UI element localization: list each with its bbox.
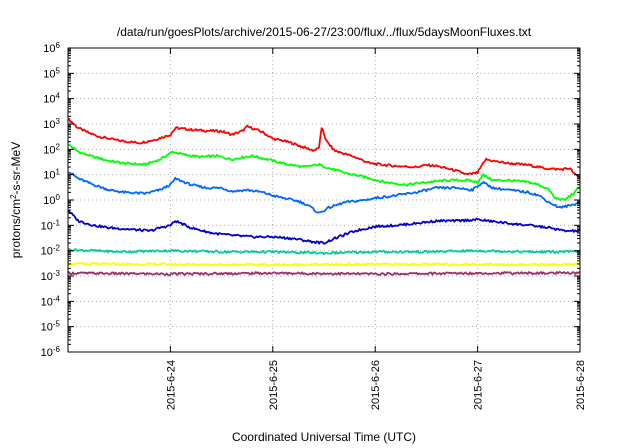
y-tick-label-exp: 3 xyxy=(56,117,61,126)
chart-title: /data/run/goesPlots/archive/2015-06-27/2… xyxy=(117,25,532,39)
y-tick-label-exp: -6 xyxy=(53,345,61,354)
y-tick-label-exp: 4 xyxy=(56,91,61,100)
y-tick-label-base: 10 xyxy=(43,119,55,131)
x-tick-label: 2015-6-24 xyxy=(165,360,177,410)
y-tick-label-base: 10 xyxy=(43,43,55,55)
y-tick-label: 10-6 xyxy=(41,345,61,360)
y-tick-label-exp: -4 xyxy=(53,294,61,303)
y-tick-label-base: 10 xyxy=(43,144,55,156)
y-tick-label: 10-3 xyxy=(41,269,61,284)
y-tick-label-base: 10 xyxy=(43,94,55,106)
y-tick-label-exp: 2 xyxy=(56,142,61,151)
y-tick-label: 10-5 xyxy=(41,319,61,334)
y-tick-label-base: 10 xyxy=(41,296,53,308)
y-tick-label: 102 xyxy=(43,142,60,157)
y-tick-label: 104 xyxy=(43,91,60,106)
x-axis-label: Coordinated Universal Time (UTC) xyxy=(232,430,416,444)
y-axis-label-sup: 2 xyxy=(9,194,18,199)
y-tick-label-base: 10 xyxy=(41,322,53,334)
y-tick-label-base: 10 xyxy=(43,195,55,207)
y-axis-label: protons/cm2-s-sr-MeV xyxy=(9,142,24,258)
y-tick-label-base: 10 xyxy=(41,347,53,359)
x-tick-label: 2015-6-26 xyxy=(370,360,382,410)
y-tick-label: 101 xyxy=(43,167,60,182)
y-tick-label: 105 xyxy=(43,66,60,81)
series-line-6 xyxy=(67,261,581,267)
series-line-5 xyxy=(67,247,581,256)
y-tick-label-base: 10 xyxy=(41,246,53,258)
series-line-7 xyxy=(67,271,581,277)
series-line-2 xyxy=(67,143,581,202)
x-axis-ticks: 2015-6-24 2015-6-25 2015-6-26 2015-6-27 2015… xyxy=(165,48,587,410)
y-tick-label-base: 10 xyxy=(43,170,55,182)
y-tick-label: 10-4 xyxy=(41,294,61,309)
series-line-4 xyxy=(67,209,581,245)
y-tick-label-exp: 6 xyxy=(56,41,61,50)
grid-lines xyxy=(68,48,580,352)
y-tick-label-base: 10 xyxy=(41,220,53,232)
y-axis-label-base: protons/cm xyxy=(9,199,23,258)
y-tick-label: 10-2 xyxy=(41,243,61,258)
y-tick-label: 106 xyxy=(43,41,60,56)
y-tick-label-exp: -1 xyxy=(53,218,61,227)
series-line-3 xyxy=(67,171,581,214)
y-axis-ticks: 10-610-510-410-310-210-11001011021031041… xyxy=(41,41,580,360)
series-line-1 xyxy=(67,118,581,179)
y-tick-label: 103 xyxy=(43,117,60,132)
y-tick-label: 10-1 xyxy=(41,218,61,233)
series-group xyxy=(67,118,581,277)
x-tick-label: 2015-6-25 xyxy=(268,360,280,410)
y-tick-label: 100 xyxy=(43,193,60,208)
y-tick-label-base: 10 xyxy=(43,68,55,80)
x-tick-label: 2015-6-28 xyxy=(575,360,587,410)
y-tick-label-exp: -5 xyxy=(53,319,61,328)
y-axis-label-rest: -s-sr-MeV xyxy=(9,142,23,195)
y-tick-label-exp: 0 xyxy=(56,193,61,202)
y-tick-label-exp: 1 xyxy=(56,167,61,176)
y-tick-label-base: 10 xyxy=(41,271,53,283)
x-tick-label: 2015-6-27 xyxy=(473,360,485,410)
y-tick-label-exp: -2 xyxy=(53,243,61,252)
y-tick-label-exp: -3 xyxy=(53,269,61,278)
y-tick-label-exp: 5 xyxy=(56,66,61,75)
